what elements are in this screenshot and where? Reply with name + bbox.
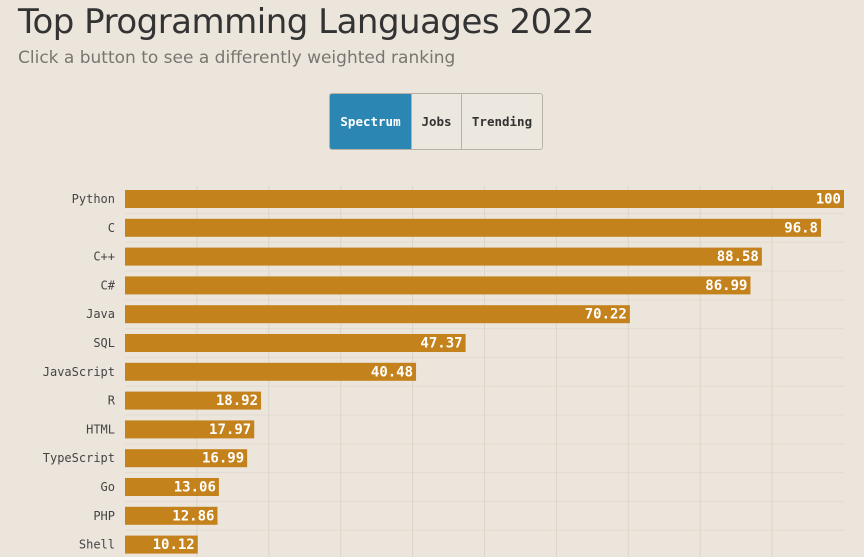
value-label: 16.99	[202, 451, 244, 467]
bar-shell[interactable]	[125, 535, 198, 554]
bar-html[interactable]	[125, 420, 255, 439]
category-label: R	[108, 394, 116, 408]
bar-python[interactable]	[125, 190, 844, 208]
page-title: Top Programming Languages 2022	[18, 2, 594, 42]
bar-cplusplus[interactable]	[125, 247, 762, 266]
category-label: C	[108, 221, 115, 235]
value-label: 10.12	[153, 537, 195, 553]
value-label: 100	[816, 192, 841, 208]
bar-go[interactable]	[125, 478, 219, 496]
category-label: Shell	[79, 538, 115, 552]
page-subtitle: Click a button to see a differently weig…	[18, 48, 456, 68]
category-label: C++	[93, 250, 115, 264]
value-label: 70.22	[585, 307, 627, 323]
jobs-button[interactable]: Jobs	[411, 94, 461, 149]
value-label: 88.58	[717, 249, 759, 265]
category-label: HTML	[86, 422, 115, 436]
bar-r[interactable]	[125, 391, 262, 410]
category-label: JavaScript	[43, 365, 115, 379]
bar-java[interactable]	[125, 305, 630, 324]
category-label: Python	[72, 192, 115, 206]
value-label: 96.8	[784, 220, 818, 236]
value-label: 47.37	[420, 336, 462, 352]
category-label: Java	[86, 307, 115, 321]
category-label: SQL	[93, 336, 115, 350]
category-label: C#	[101, 278, 116, 292]
category-label: Go	[101, 480, 115, 494]
bar-javascript[interactable]	[125, 362, 417, 381]
category-label: PHP	[93, 509, 115, 523]
trending-button[interactable]: Trending	[461, 94, 542, 149]
value-label: 40.48	[371, 364, 413, 380]
bar-c[interactable]	[125, 218, 821, 237]
spectrum-button[interactable]: Spectrum	[330, 94, 411, 149]
category-label: TypeScript	[43, 451, 115, 465]
value-label: 17.97	[209, 422, 251, 438]
value-label: 12.86	[172, 508, 214, 524]
value-label: 18.92	[216, 393, 258, 409]
bar-sql[interactable]	[125, 334, 466, 352]
bar-php[interactable]	[125, 506, 218, 525]
bar-csharp[interactable]	[125, 276, 751, 295]
value-label: 13.06	[174, 480, 216, 496]
value-label: 86.99	[705, 278, 747, 294]
ranking-button-group: Spectrum Jobs Trending	[329, 93, 543, 150]
bar-typescript[interactable]	[125, 449, 248, 468]
chart-bars: Python 100 C 96.8 C++ 88.58 C# 86.99 Java 70.22 SQ…	[43, 190, 844, 554]
